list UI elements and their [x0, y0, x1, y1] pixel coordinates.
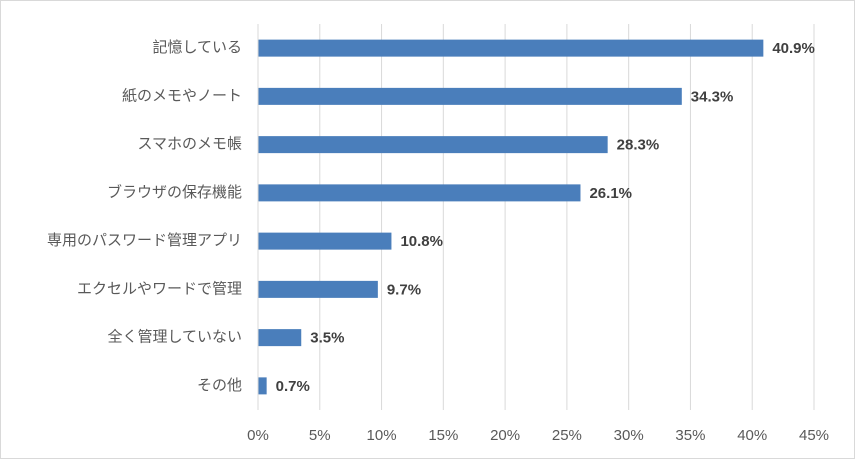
bar: [258, 329, 302, 347]
y-tick-label: 全く管理していない: [107, 328, 242, 346]
x-tick-label: 20%: [490, 427, 520, 444]
x-tick-label: 15%: [428, 427, 458, 444]
x-tick-label: 30%: [614, 427, 644, 444]
y-tick-label: 専用のパスワード管理アプリ: [47, 232, 242, 249]
x-tick-label: 35%: [675, 427, 705, 444]
bar: [258, 232, 392, 250]
x-tick-label: 0%: [247, 427, 269, 444]
value-label: 3.5%: [310, 330, 344, 347]
y-tick-label: ブラウザの保存機能: [107, 183, 242, 201]
x-tick-label: 25%: [552, 427, 582, 444]
bar: [258, 87, 682, 105]
value-label: 28.3%: [617, 137, 660, 154]
value-label: 0.7%: [276, 378, 310, 395]
x-tick-label: 5%: [309, 427, 331, 444]
value-label: 34.3%: [691, 88, 734, 105]
bar: [258, 184, 581, 202]
x-tick-label: 45%: [799, 427, 829, 444]
y-tick-label: スマホのメモ帳: [137, 136, 242, 153]
y-tick-label: 紙のメモやノート: [122, 87, 242, 104]
y-tick-label: その他: [197, 377, 242, 394]
x-tick-label: 40%: [737, 427, 767, 444]
x-tick-label: 10%: [367, 427, 397, 444]
y-tick-label: 記憶している: [152, 39, 242, 56]
value-label: 40.9%: [772, 40, 815, 57]
bar: [258, 377, 267, 395]
value-label: 26.1%: [589, 185, 632, 202]
bar: [258, 136, 608, 154]
bar: [258, 39, 764, 57]
value-label: 9.7%: [387, 281, 421, 298]
bar: [258, 280, 378, 298]
value-label: 10.8%: [400, 233, 443, 250]
y-tick-label: エクセルやワードで管理: [77, 280, 242, 297]
